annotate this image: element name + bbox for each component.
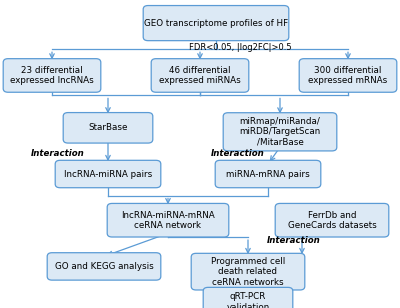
FancyBboxPatch shape [299,59,397,92]
Text: qRT-PCR
validation: qRT-PCR validation [226,292,270,308]
Text: GO and KEGG analysis: GO and KEGG analysis [55,262,153,271]
FancyBboxPatch shape [151,59,249,92]
FancyBboxPatch shape [63,113,153,143]
Text: StarBase: StarBase [88,123,128,132]
Text: FerrDb and
GeneCards datasets: FerrDb and GeneCards datasets [288,211,376,230]
FancyBboxPatch shape [215,160,321,188]
Text: miRNA-mRNA pairs: miRNA-mRNA pairs [226,169,310,179]
FancyBboxPatch shape [191,253,305,290]
Text: 46 differential
expressed miRNAs: 46 differential expressed miRNAs [159,66,241,85]
Text: 300 differential
expressed mRNAs: 300 differential expressed mRNAs [308,66,388,85]
FancyBboxPatch shape [55,160,161,188]
Text: Interaction: Interaction [211,148,265,158]
Text: 23 differential
expressed lncRNAs: 23 differential expressed lncRNAs [10,66,94,85]
FancyBboxPatch shape [107,204,229,237]
Text: lncRNA-miRNA pairs: lncRNA-miRNA pairs [64,169,152,179]
FancyBboxPatch shape [275,204,389,237]
FancyBboxPatch shape [203,287,293,308]
FancyBboxPatch shape [223,113,337,151]
Text: Interaction: Interaction [267,236,321,245]
Text: Interaction: Interaction [31,148,85,158]
Text: FDR<0.05, |log2FC|>0.5: FDR<0.05, |log2FC|>0.5 [189,43,291,52]
Text: Programmed cell
death related
ceRNA networks: Programmed cell death related ceRNA netw… [211,257,285,286]
Text: lncRNA-miRNA-mRNA
ceRNA network: lncRNA-miRNA-mRNA ceRNA network [121,211,215,230]
FancyBboxPatch shape [3,59,101,92]
FancyBboxPatch shape [143,6,289,41]
Text: miRmap/miRanda/
miRDB/TargetScan
/MitarBase: miRmap/miRanda/ miRDB/TargetScan /MitarB… [239,117,321,147]
Text: GEO transcriptome profiles of HF: GEO transcriptome profiles of HF [144,18,288,28]
FancyBboxPatch shape [47,253,161,280]
